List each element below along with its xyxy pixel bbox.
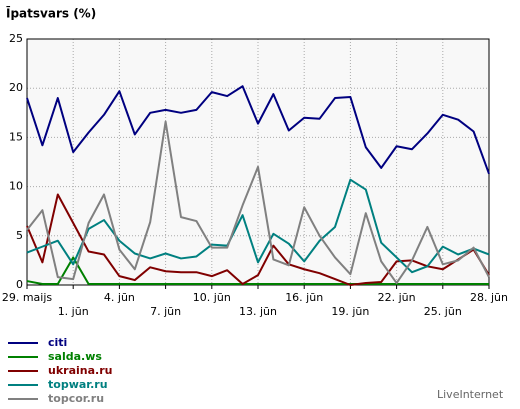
y-tick-label: 5 <box>16 229 23 242</box>
x-tick-label: 22. jūn <box>378 291 416 304</box>
x-tick-label: 16. jūn <box>285 291 323 304</box>
series-line <box>26 85 490 175</box>
y-tick-label: 15 <box>9 130 23 143</box>
series-line <box>26 120 490 285</box>
series-line <box>26 256 489 286</box>
x-tick-label: 1. jūn <box>58 305 89 318</box>
x-tick-label: 25. jūn <box>424 305 462 318</box>
legend-label: ukraina.ru <box>48 364 112 377</box>
y-tick-label: 0 <box>16 278 23 291</box>
x-tick-label: 19. jūn <box>331 305 369 318</box>
x-tick-label: 4. jūn <box>104 291 135 304</box>
x-tick-label: 29. maijs <box>2 291 53 304</box>
legend-label: citi <box>48 336 67 349</box>
chart-title: Īpatsvars (%) <box>6 7 96 21</box>
y-tick-label: 10 <box>9 180 23 193</box>
y-tick-label: 25 <box>9 32 23 45</box>
legend-label: topcor.ru <box>48 392 104 405</box>
x-tick-label: 10. jūn <box>193 291 231 304</box>
source: LiveInternet <box>437 388 504 401</box>
legend-label: topwar.ru <box>48 378 108 391</box>
x-tick-label: 28. jūn <box>470 291 508 304</box>
x-tick-label: 13. jūn <box>239 305 277 318</box>
legend-label: salda.ws <box>48 350 102 363</box>
y-tick-label: 20 <box>9 81 23 94</box>
x-tick-label: 7. jūn <box>150 305 181 318</box>
series-line <box>26 178 490 274</box>
